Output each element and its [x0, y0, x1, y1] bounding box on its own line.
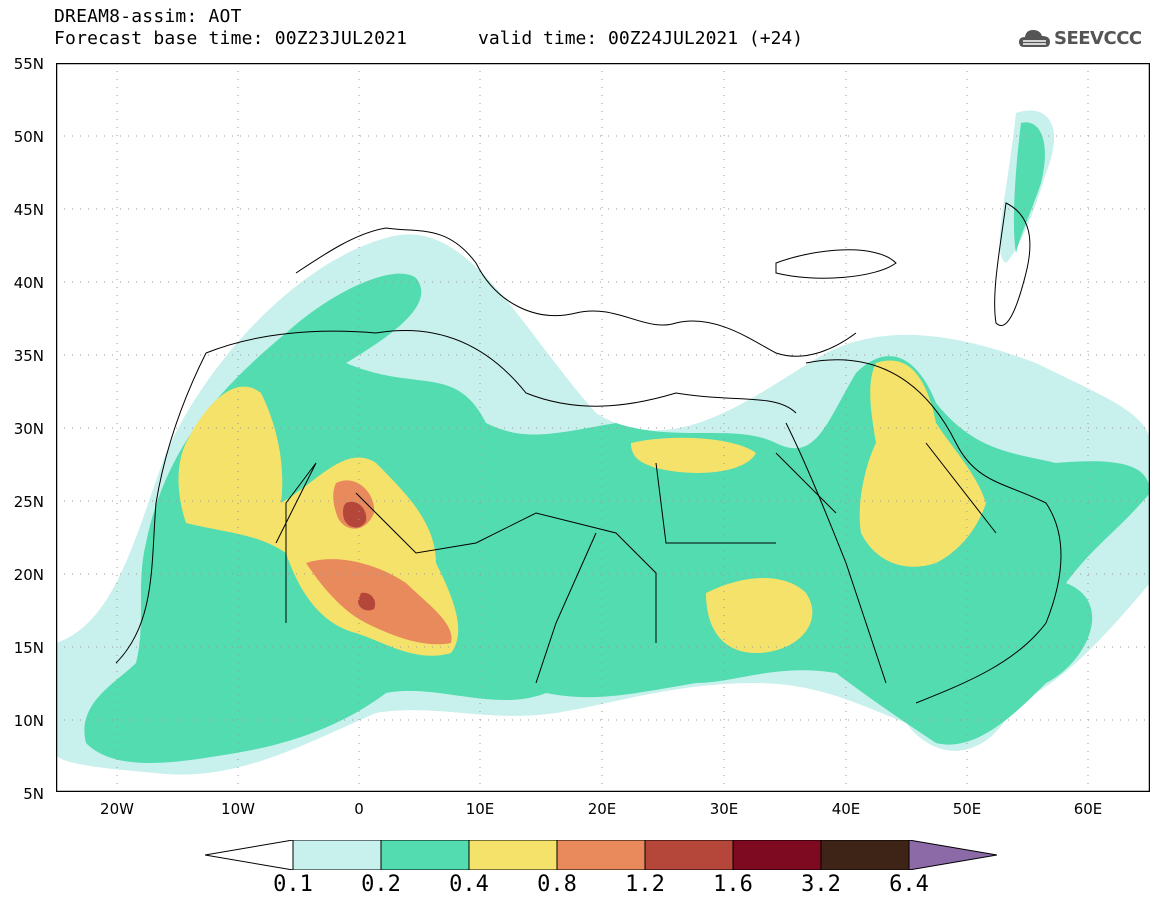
legend-value: 0.1	[273, 872, 313, 897]
aot-contour-0.2-caspian	[1013, 122, 1045, 254]
lat-label: 20N	[13, 566, 44, 584]
legend-value: 6.4	[889, 872, 929, 897]
legend-value: 0.8	[537, 872, 577, 897]
lon-label: 10E	[465, 800, 495, 818]
lon-label: 0	[354, 800, 364, 818]
lat-label: 35N	[13, 347, 44, 365]
colorbar-segment	[556, 840, 646, 870]
aot-colorbar	[205, 840, 997, 870]
colorbar-segment	[380, 840, 470, 870]
colorbar-segment	[292, 840, 382, 870]
lat-label: 10N	[13, 712, 44, 730]
map-title: DREAM8-assim: AOT	[54, 6, 242, 27]
colorbar-underflow	[205, 840, 294, 870]
colorbar-segment	[732, 840, 822, 870]
aot-contour-1.2	[342, 501, 367, 528]
legend-value: 3.2	[801, 872, 841, 897]
colorbar-segment	[820, 840, 910, 870]
cloud-icon	[1019, 30, 1050, 47]
country-borders	[275, 442, 997, 684]
aot-contour-0.4-sahel	[706, 578, 813, 653]
lon-label: 40E	[831, 800, 861, 818]
aot-contour-0.8	[306, 559, 452, 645]
lon-label: 20E	[587, 800, 617, 818]
caspian-sea	[994, 202, 1031, 326]
valid-time: valid time: 00Z24JUL2021 (+24)	[478, 28, 804, 49]
coastlines	[115, 202, 1062, 704]
lon-label: 10W	[221, 800, 255, 818]
coastline-europe	[295, 227, 857, 357]
lon-label: 30E	[709, 800, 739, 818]
coastline-north-africa	[205, 330, 797, 414]
lat-label: 45N	[13, 201, 44, 219]
colorbar-overflow	[908, 840, 997, 870]
coastline-arabia	[805, 359, 1062, 704]
aot-contour-0.4-egypt	[631, 437, 756, 473]
seevccc-logo: SEEVCCC	[1018, 25, 1158, 53]
colorbar-segment	[644, 840, 734, 870]
lat-label: 40N	[13, 274, 44, 292]
colorbar-segment	[468, 840, 558, 870]
map-frame	[56, 63, 1150, 792]
legend-value: 0.4	[449, 872, 489, 897]
lon-label: 20W	[100, 800, 134, 818]
lat-label: 15N	[13, 639, 44, 657]
lon-label: 60E	[1073, 800, 1103, 818]
aot-map	[56, 63, 1150, 792]
coastline-west-africa	[115, 352, 207, 664]
coastline-red-sea	[785, 422, 887, 684]
legend-value: 1.2	[625, 872, 665, 897]
legend-value: 0.2	[361, 872, 401, 897]
black-sea	[775, 249, 897, 279]
lon-label: 50E	[952, 800, 982, 818]
lat-label: 50N	[13, 128, 44, 146]
lat-label: 25N	[13, 493, 44, 511]
logo-text: SEEVCCC	[1054, 28, 1142, 49]
lat-label: 5N	[23, 785, 44, 803]
aot-contour-0.4-arabia	[859, 360, 986, 567]
lat-label: 55N	[13, 55, 44, 73]
aot-field	[56, 110, 1150, 775]
lat-label: 30N	[13, 420, 44, 438]
aot-contour-1.2-b	[358, 592, 376, 611]
legend-value: 1.6	[713, 872, 753, 897]
forecast-base-time: Forecast base time: 00Z23JUL2021	[54, 28, 408, 49]
